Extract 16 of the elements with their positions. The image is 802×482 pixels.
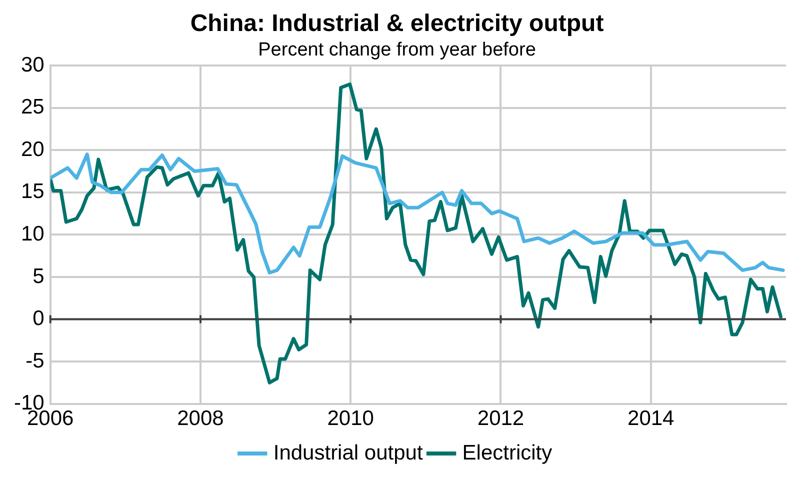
x-tick-label: 2008	[177, 407, 224, 430]
chart-title: China: Industrial & electricity output	[190, 10, 604, 38]
legend-label: Electricity	[462, 441, 553, 464]
y-tick-label: 25	[20, 96, 44, 119]
y-tick-label: 30	[20, 53, 44, 76]
chart-subtitle: Percent change from year before	[258, 39, 536, 60]
x-tick-label: 2012	[477, 407, 524, 430]
y-tick-label: -5	[26, 349, 44, 372]
y-tick-label: 0	[32, 307, 44, 330]
y-tick-label: 20	[20, 138, 44, 161]
y-tick-label: 10	[20, 222, 44, 246]
y-tick-label: 5	[32, 264, 44, 288]
x-tick-label: 2014	[628, 407, 675, 430]
x-tick-label: 2010	[327, 407, 374, 430]
legend-label: Industrial output	[273, 441, 423, 464]
y-tick-label: 15	[20, 180, 44, 204]
